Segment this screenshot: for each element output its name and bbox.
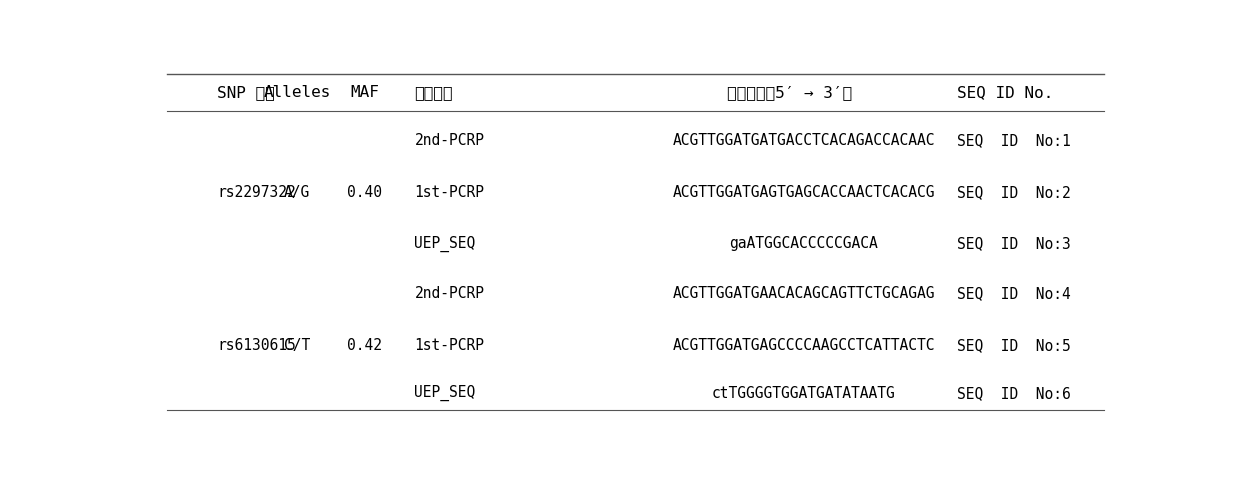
Text: C/T: C/T <box>284 338 310 353</box>
Text: 0.40: 0.40 <box>347 184 382 200</box>
Text: A/G: A/G <box>284 184 310 200</box>
Text: SNP 位点: SNP 位点 <box>217 85 275 100</box>
Text: Alleles: Alleles <box>264 85 331 100</box>
Text: SEQ  ID  No:2: SEQ ID No:2 <box>957 184 1071 200</box>
Text: ctTGGGGTGGATGATATAATG: ctTGGGGTGGATGATATAATG <box>712 386 895 400</box>
Text: SEQ  ID  No:1: SEQ ID No:1 <box>957 133 1071 148</box>
Text: rs2297322: rs2297322 <box>217 184 296 200</box>
Text: UEP_SEQ: UEP_SEQ <box>414 385 476 401</box>
Text: 引物序列（5′ → 3′）: 引物序列（5′ → 3′） <box>727 85 852 100</box>
Text: ACGTTGGATGAACACAGCAGTTCTGCAGAG: ACGTTGGATGAACACAGCAGTTCTGCAGAG <box>672 286 935 301</box>
Text: SEQ  ID  No:5: SEQ ID No:5 <box>957 338 1071 353</box>
Text: 0.42: 0.42 <box>347 338 382 353</box>
Text: SEQ ID No.: SEQ ID No. <box>957 85 1054 100</box>
Text: 引物名称: 引物名称 <box>414 85 453 100</box>
Text: 2nd-PCRP: 2nd-PCRP <box>414 286 485 301</box>
Text: 1st-PCRP: 1st-PCRP <box>414 338 485 353</box>
Text: SEQ  ID  No:6: SEQ ID No:6 <box>957 386 1071 400</box>
Text: ACGTTGGATGAGTGAGCACCAACTCACACG: ACGTTGGATGAGTGAGCACCAACTCACACG <box>672 184 935 200</box>
Text: SEQ  ID  No:3: SEQ ID No:3 <box>957 236 1071 251</box>
Text: rs6130615: rs6130615 <box>217 338 296 353</box>
Text: 2nd-PCRP: 2nd-PCRP <box>414 133 485 148</box>
Text: UEP_SEQ: UEP_SEQ <box>414 236 476 252</box>
Text: SEQ  ID  No:4: SEQ ID No:4 <box>957 286 1071 301</box>
Text: 1st-PCRP: 1st-PCRP <box>414 184 485 200</box>
Text: MAF: MAF <box>350 85 379 100</box>
Text: ACGTTGGATGAGCCCCAAGCCTCATTACTC: ACGTTGGATGAGCCCCAAGCCTCATTACTC <box>672 338 935 353</box>
Text: gaATGGCACCCCCGACA: gaATGGCACCCCCGACA <box>729 236 878 251</box>
Text: ACGTTGGATGATGACCTCACAGACCACAAC: ACGTTGGATGATGACCTCACAGACCACAAC <box>672 133 935 148</box>
